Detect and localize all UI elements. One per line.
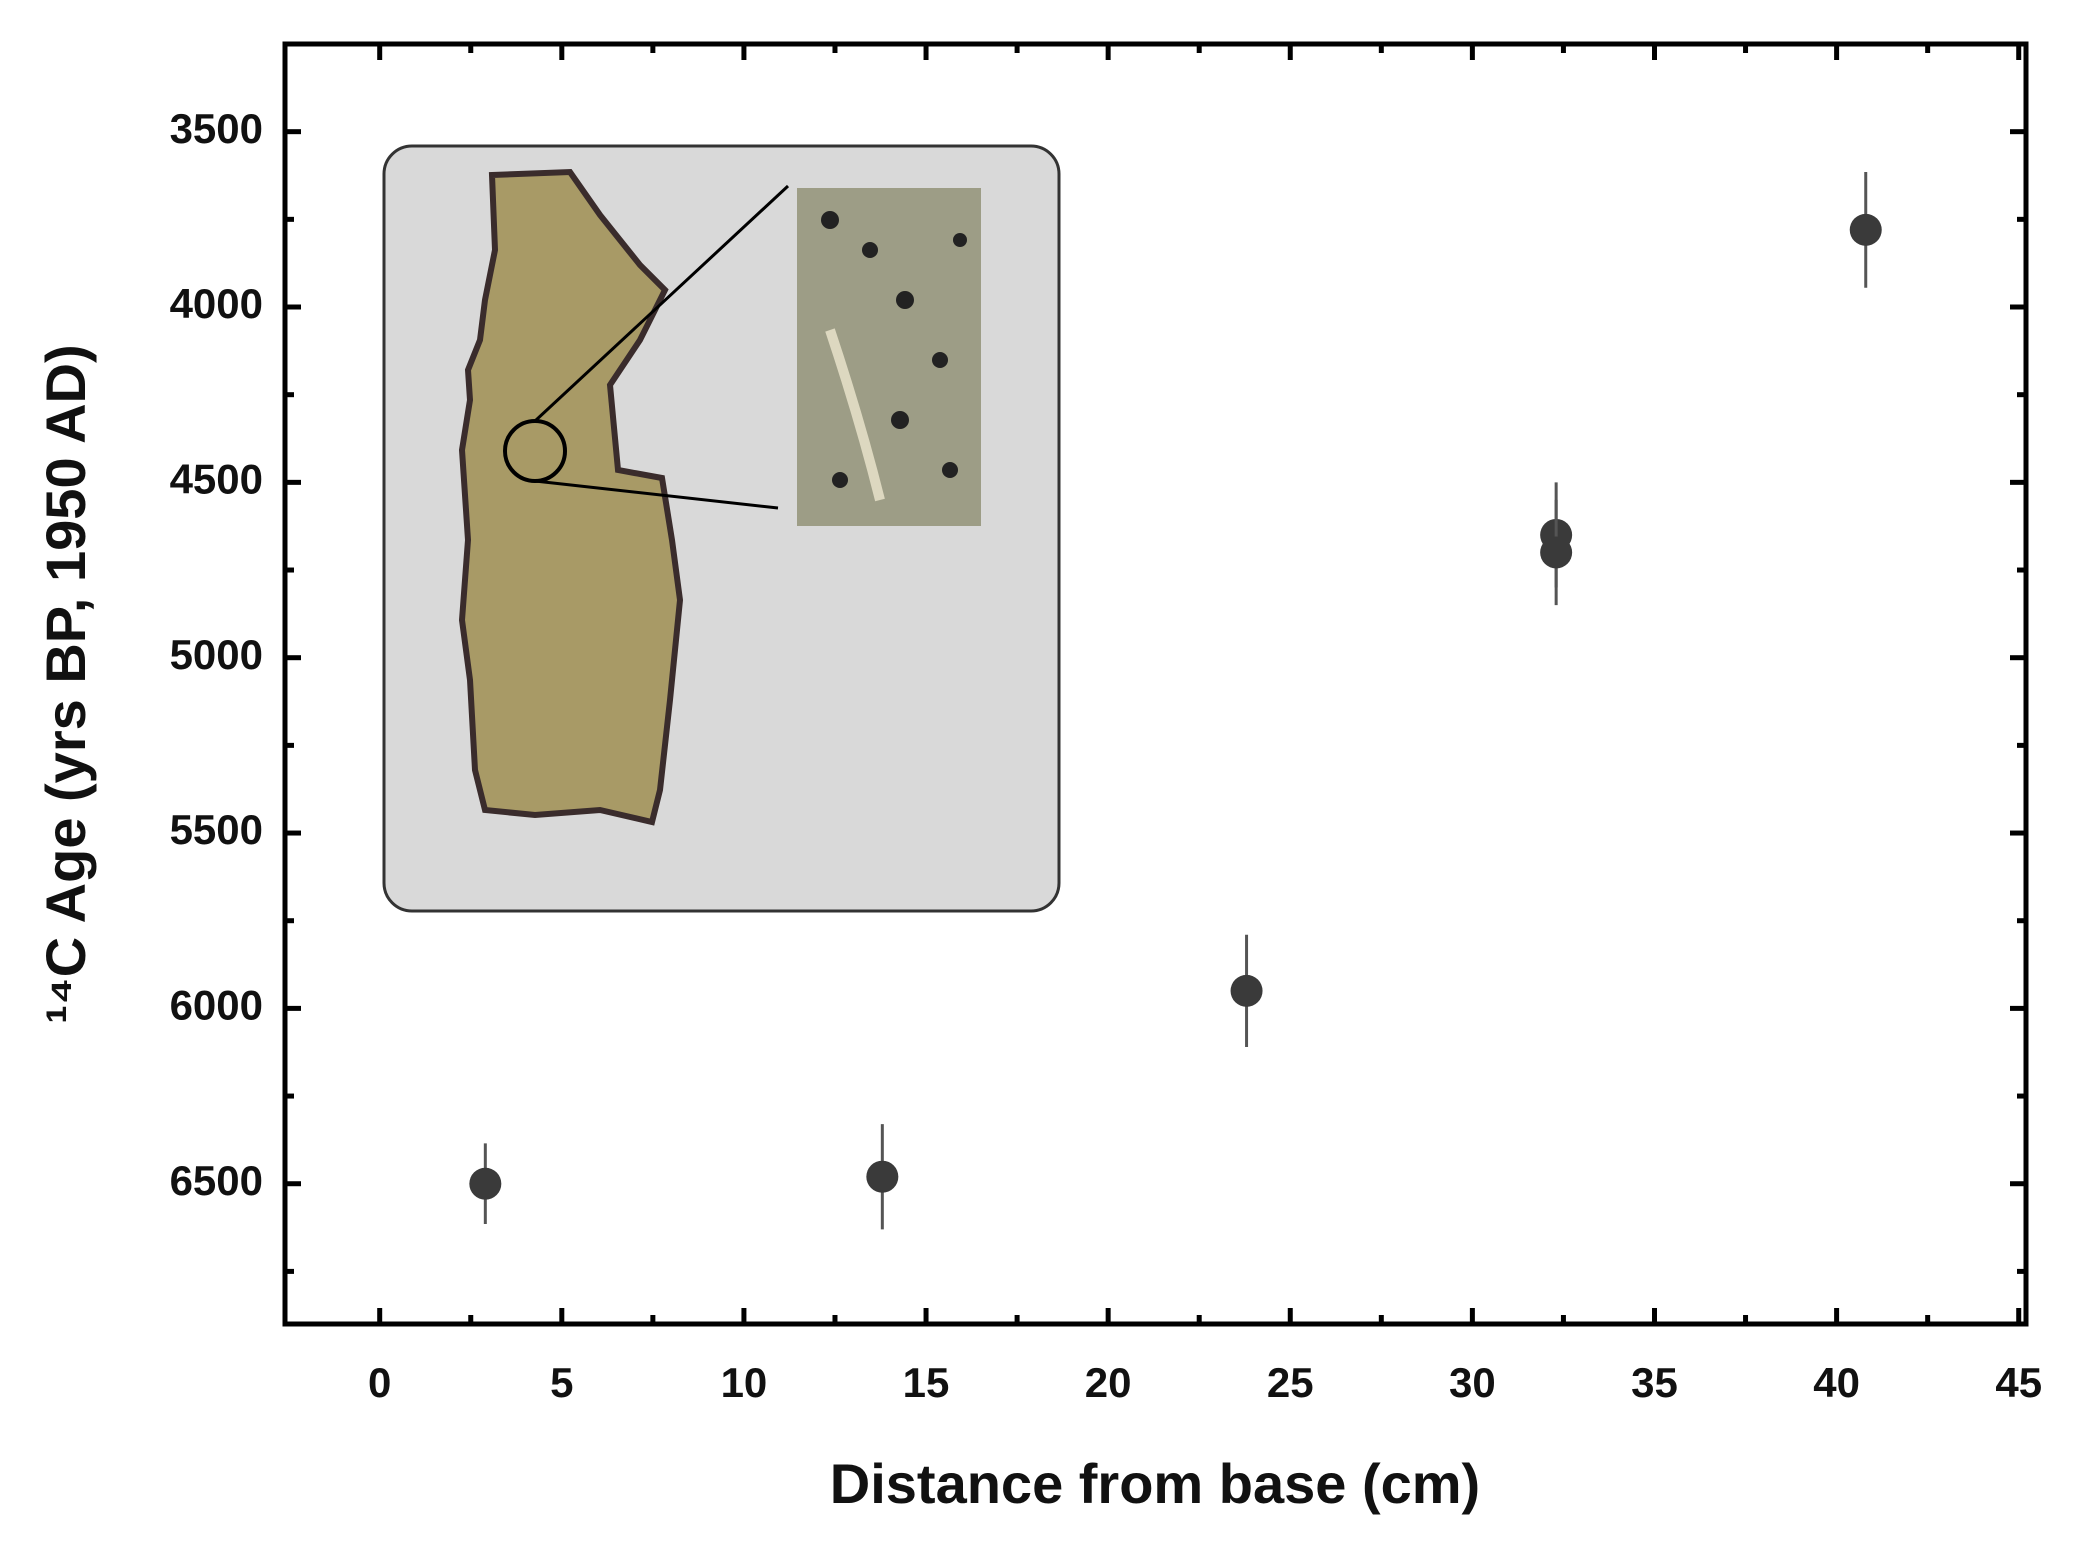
data-point <box>1849 213 1882 246</box>
y-tick-label: 5000 <box>170 631 263 678</box>
y-tick-label: 5500 <box>170 806 263 853</box>
x-tick-label: 35 <box>1631 1359 1678 1406</box>
x-tick-label: 10 <box>721 1359 768 1406</box>
inset-photo <box>382 144 1061 913</box>
data-point <box>1540 536 1573 569</box>
x-tick-label: 20 <box>1085 1359 1132 1406</box>
x-tick-label: 40 <box>1813 1359 1860 1406</box>
data-point <box>866 1160 899 1193</box>
data-point <box>469 1167 502 1200</box>
x-axis-label: Distance from base (cm) <box>830 1452 1480 1515</box>
x-tick-label: 45 <box>1995 1359 2042 1406</box>
x-tick-label: 15 <box>903 1359 950 1406</box>
plot-frame <box>282 41 2029 1327</box>
x-tick-label: 0 <box>368 1359 391 1406</box>
y-axis-label: ¹⁴C Age (yrs BP, 1950 AD) <box>34 344 97 1023</box>
data-point <box>1230 974 1263 1007</box>
x-tick-label: 25 <box>1267 1359 1314 1406</box>
y-tick-label: 6000 <box>170 981 263 1028</box>
y-tick-label: 3500 <box>170 105 263 152</box>
y-tick-label: 4500 <box>170 455 263 502</box>
x-tick-label: 30 <box>1449 1359 1496 1406</box>
x-tick-label: 5 <box>550 1359 573 1406</box>
y-tick-label: 6500 <box>170 1157 263 1204</box>
y-tick-label: 4000 <box>170 280 263 327</box>
